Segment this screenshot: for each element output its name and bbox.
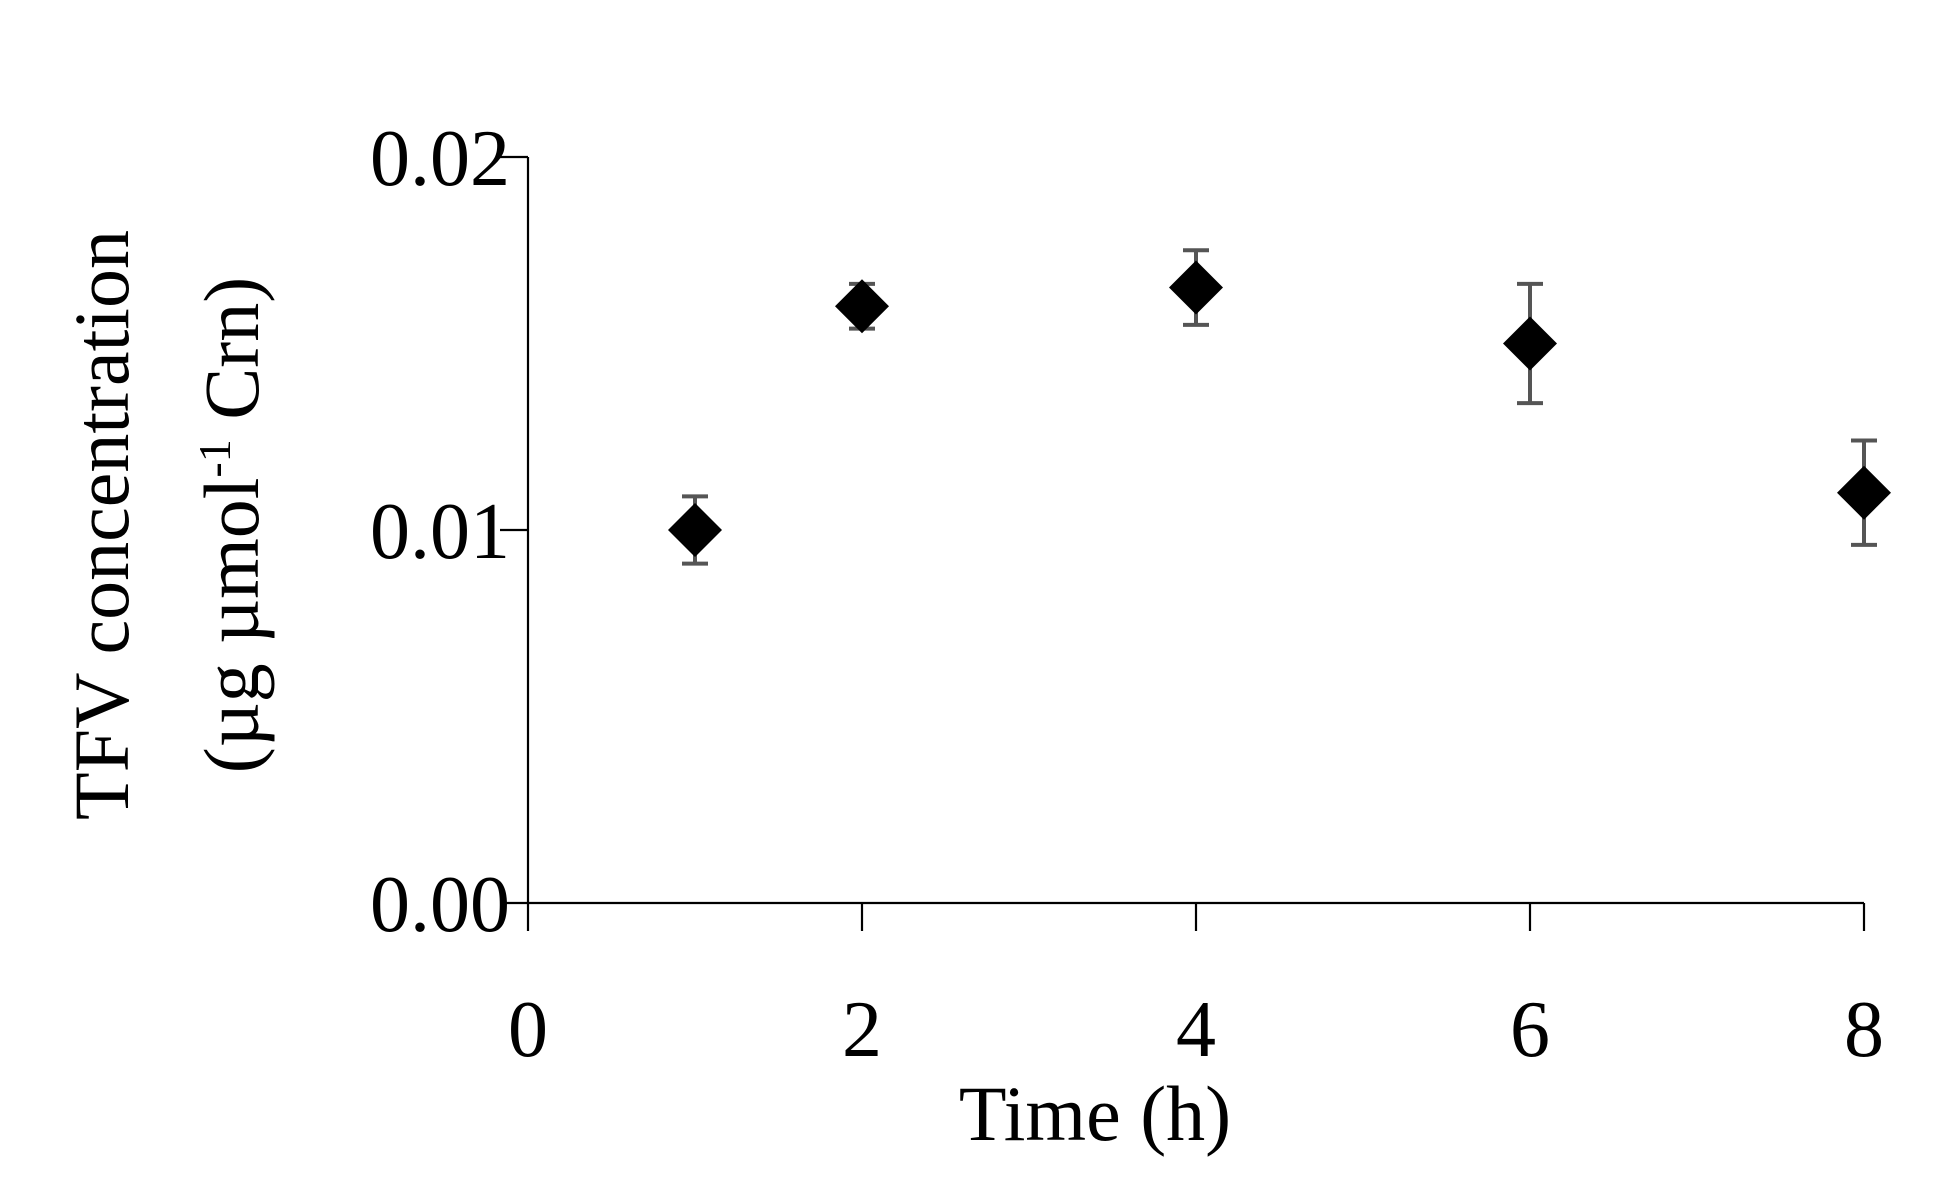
data-point [1169,248,1223,327]
axes [500,155,1866,931]
y-axis-title-line2-sup: -1 [189,439,240,477]
x-tick-label: 6 [1510,986,1550,1074]
data-point [835,279,889,334]
y-tick-label: 0.01 [370,488,510,576]
y-axis-title-line2-post: Crn) [188,277,275,439]
data-point [1503,281,1557,406]
data-points [668,248,1891,566]
data-point [668,494,722,566]
x-tick-label: 2 [842,986,882,1074]
x-tick-label: 8 [1844,986,1884,1074]
y-tick-label: 0.00 [370,861,510,949]
y-axis-title-line2-pre: (µg µmol [188,478,275,774]
y-axis-title-line2: (µg µmol-1 Crn) [188,277,275,774]
diamond-marker [1503,316,1557,371]
x-tick-label: 0 [508,986,548,1074]
y-axis-title: TFV concentration (µg µmol-1 Crn) [58,230,275,820]
y-tick-label: 0.02 [370,115,510,203]
diamond-marker [835,279,889,334]
x-axis-title: Time (h) [959,1070,1231,1157]
tick-labels: 0.00 0.01 0.02 0 2 4 6 8 [370,115,1884,1074]
diamond-marker [668,503,722,557]
data-point [1837,438,1891,547]
y-axis-title-line1: TFV concentration [58,230,145,820]
diamond-marker [1169,260,1223,315]
x-tick-label: 4 [1176,986,1216,1074]
diamond-marker [1837,465,1891,520]
